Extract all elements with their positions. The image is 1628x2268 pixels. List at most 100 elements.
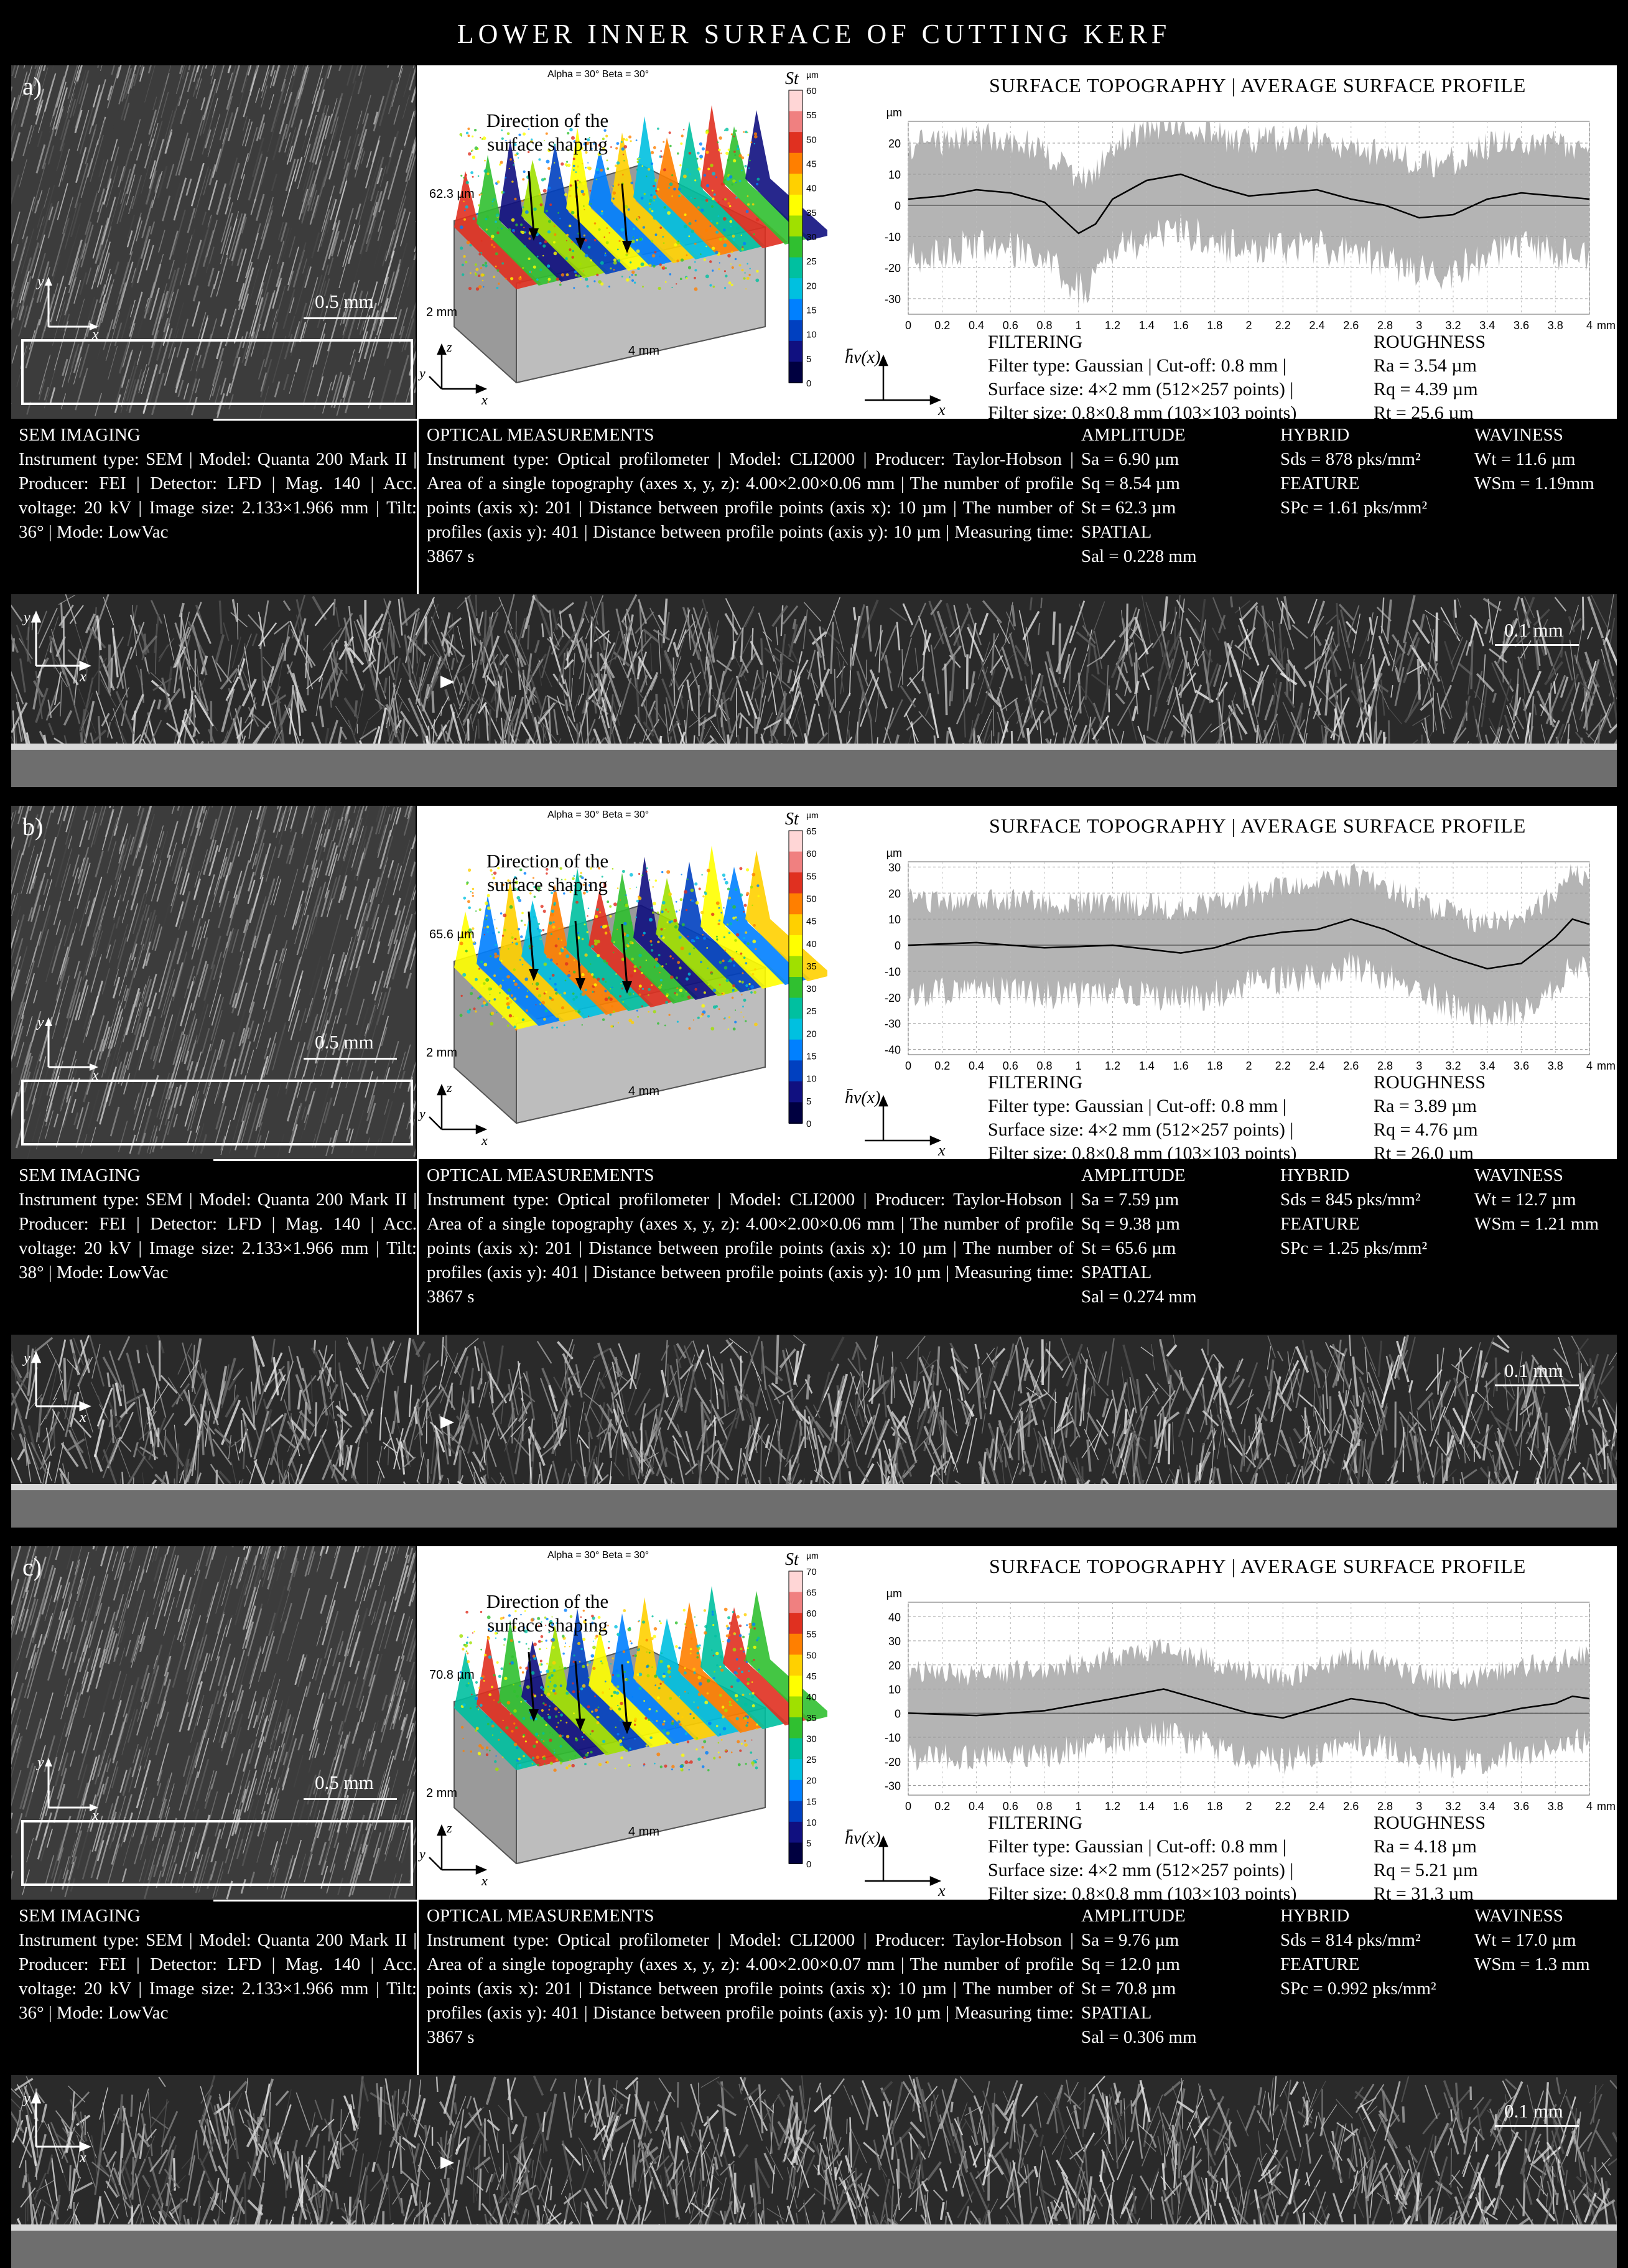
svg-text:1: 1: [1076, 319, 1082, 332]
svg-text:4: 4: [1586, 319, 1593, 332]
sds-value: Sds = 845 pks/mm²: [1280, 1188, 1492, 1212]
svg-text:-10: -10: [885, 231, 901, 243]
waviness-title: WAVINESS: [1474, 1164, 1611, 1188]
wt-value: Wt = 11.6 µm: [1474, 447, 1611, 472]
svg-text:2.4: 2.4: [1309, 319, 1324, 332]
svg-text:60: 60: [806, 86, 817, 96]
svg-text:40: 40: [806, 184, 817, 194]
optical-block: OPTICAL MEASUREMENTS Instrument type: Op…: [427, 1904, 1074, 2050]
svg-text:1.2: 1.2: [1105, 319, 1120, 332]
sa-value: Sa = 7.59 µm: [1081, 1188, 1305, 1212]
svg-text:3: 3: [1416, 1060, 1422, 1072]
hybrid-title: HYBRID: [1280, 1904, 1492, 1928]
dim-2mm-label: 2 mm: [426, 1786, 457, 1801]
sal-value: Sal = 0.228 mm: [1081, 544, 1305, 569]
connector-line-top: [213, 1900, 419, 1902]
svg-text:0: 0: [806, 1119, 811, 1129]
svg-text:1: 1: [1076, 1060, 1082, 1072]
alpha-beta-label: Alpha = 30° Beta = 30°: [547, 810, 649, 821]
svg-text:0: 0: [806, 378, 811, 389]
waviness-block: WAVINESS Wt = 12.7 µm WSm = 1.21 mm: [1474, 1164, 1611, 1236]
svg-text:-40: -40: [885, 1044, 901, 1057]
svg-text:x: x: [481, 392, 488, 408]
svg-text:2.4: 2.4: [1309, 1060, 1324, 1072]
shaping-direction-label: Direction of the surface shaping: [479, 849, 616, 897]
sem-axes-icon: y x: [30, 1011, 105, 1080]
band-scale-label: 0.1 mm: [1504, 2100, 1563, 2122]
filtering-title: FILTERING: [988, 1811, 1296, 1835]
svg-text:2: 2: [1245, 1060, 1252, 1072]
svg-text:3.8: 3.8: [1548, 1060, 1563, 1072]
filter-type: Filter type: Gaussian | Cut-off: 0.8 mm …: [988, 1094, 1296, 1118]
svg-text:50: 50: [806, 134, 817, 145]
spatial-title: SPATIAL: [1081, 520, 1305, 544]
svg-text:1.8: 1.8: [1207, 1060, 1222, 1072]
wsm-value: WSm = 1.19mm: [1474, 472, 1611, 496]
svg-text:1.6: 1.6: [1173, 1060, 1188, 1072]
optical-title: OPTICAL MEASUREMENTS: [427, 1164, 1074, 1188]
svg-text:z: z: [446, 339, 452, 355]
amplitude-block: AMPLITUDE Sa = 9.76 µm Sq = 12.0 µm St =…: [1081, 1904, 1305, 2050]
sem-info-text: Instrument type: SEM | Model: Quanta 200…: [19, 1190, 417, 1282]
roughness-block: ROUGHNESS Ra = 3.54 µm Rq = 4.39 µm Rt =…: [1374, 330, 1486, 419]
hybrid-block: HYBRID Sds = 845 pks/mm² FEATURE SPc = 1…: [1280, 1164, 1492, 1261]
sem-scale-label: 0.5 mm: [315, 1771, 374, 1794]
svg-text:55: 55: [806, 871, 817, 882]
waviness-block: WAVINESS Wt = 11.6 µm WSm = 1.19mm: [1474, 423, 1611, 496]
panel-label: a): [22, 72, 42, 101]
svg-text:2.6: 2.6: [1343, 319, 1359, 332]
sal-value: Sal = 0.306 mm: [1081, 2025, 1305, 2050]
surface-size: Surface size: 4×2 mm (512×257 points) |: [988, 1859, 1296, 1882]
surface-size: Surface size: 4×2 mm (512×257 points) |: [988, 378, 1296, 401]
svg-text:20: 20: [888, 887, 901, 900]
optical-title: OPTICAL MEASUREMENTS: [427, 423, 1074, 447]
dim-2mm-label: 2 mm: [426, 306, 457, 320]
svg-text:3.4: 3.4: [1479, 319, 1495, 332]
height-label: 70.8 µm: [429, 1668, 475, 1682]
svg-text:x: x: [481, 1132, 488, 1148]
sem-title: SEM IMAGING: [19, 1164, 417, 1188]
rt-value: Rt = 25.6 µm: [1374, 401, 1486, 419]
connector-arrowhead: [440, 2157, 454, 2169]
hybrid-block: HYBRID Sds = 878 pks/mm² FEATURE SPc = 1…: [1280, 423, 1492, 520]
spatial-title: SPATIAL: [1081, 2001, 1305, 2025]
svg-text:2.8: 2.8: [1377, 1060, 1393, 1072]
filter-size: Filter size: 0.8×0.8 mm (103×103 points): [988, 401, 1296, 419]
svg-text:1.6: 1.6: [1173, 319, 1188, 332]
svg-text:x: x: [79, 669, 86, 685]
sem-info-text: Instrument type: SEM | Model: Quanta 200…: [19, 449, 417, 542]
svg-text:mm: mm: [1597, 319, 1616, 332]
svg-text:50: 50: [806, 894, 817, 904]
band-texture: y x: [11, 1335, 1617, 1528]
svg-text:0: 0: [895, 200, 901, 212]
profile-title: SURFACE TOPOGRAPHY | AVERAGE SURFACE PRO…: [989, 814, 1526, 838]
svg-text:25: 25: [806, 1006, 817, 1017]
amplitude-block: AMPLITUDE Sa = 7.59 µm Sq = 9.38 µm St =…: [1081, 1164, 1305, 1309]
svg-text:µm: µm: [886, 847, 902, 859]
connector-arrowhead: [440, 1416, 454, 1429]
rt-value: Rt = 31.3 µm: [1374, 1882, 1486, 1900]
sal-value: Sal = 0.274 mm: [1081, 1285, 1305, 1309]
svg-text:35: 35: [806, 208, 817, 218]
svg-text:2.2: 2.2: [1275, 1060, 1291, 1072]
rq-value: Rq = 4.76 µm: [1374, 1118, 1486, 1142]
sem-zoom-band: y x 0.1 mm: [11, 1335, 1617, 1528]
svg-text:0.6: 0.6: [1003, 1060, 1018, 1072]
shaping-direction-label: Direction of the surface shaping: [479, 109, 616, 156]
profile-title: SURFACE TOPOGRAPHY | AVERAGE SURFACE PRO…: [989, 74, 1526, 97]
svg-text:St: St: [785, 69, 799, 88]
svg-text:-20: -20: [885, 992, 901, 1004]
filter-size: Filter size: 0.8×0.8 mm (103×103 points): [988, 1882, 1296, 1900]
svg-text:15: 15: [806, 306, 817, 316]
svg-text:x: x: [91, 327, 99, 339]
feature-title: FEATURE: [1280, 1953, 1492, 1977]
svg-text:5: 5: [806, 1096, 811, 1107]
svg-text:µm: µm: [806, 810, 819, 820]
band-scale-bar: [1495, 2125, 1579, 2127]
svg-text:h̄v(x): h̄v(x): [845, 1088, 881, 1108]
svg-text:0.4: 0.4: [969, 1060, 984, 1072]
